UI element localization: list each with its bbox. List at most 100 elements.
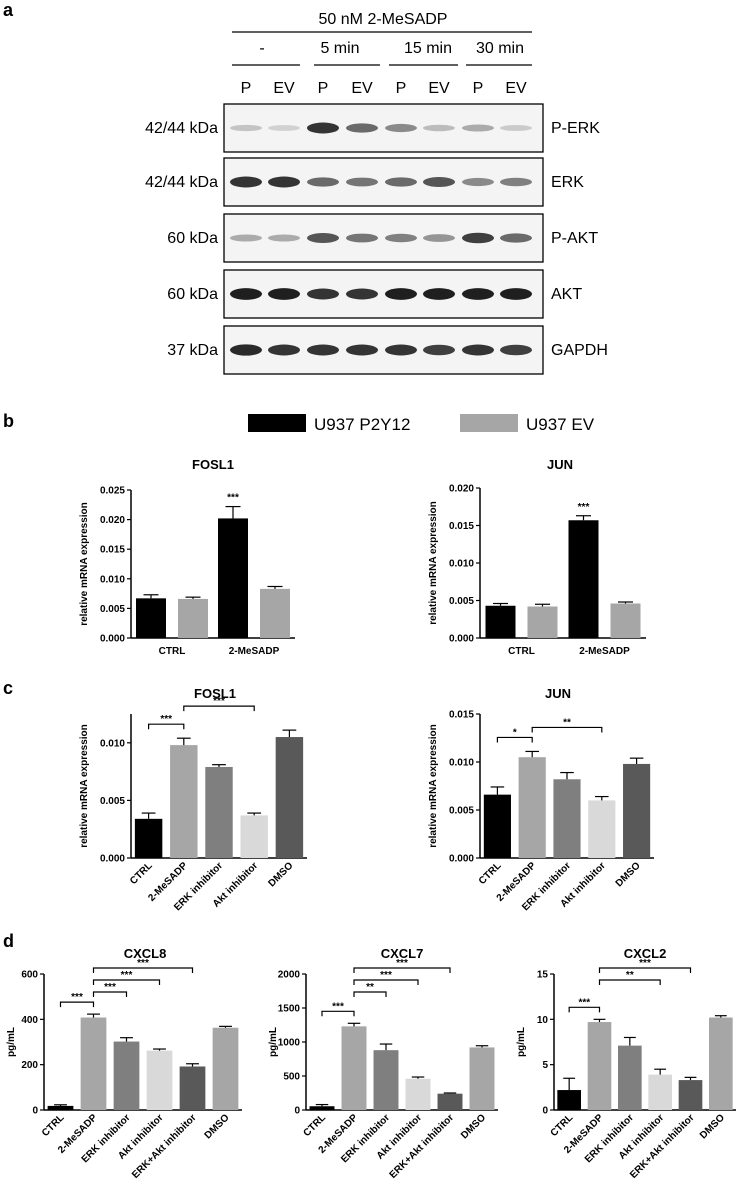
- significance-label: ***: [137, 958, 149, 969]
- y-tick-label: 200: [21, 1060, 38, 1071]
- y-tick-label: 0.020: [100, 515, 125, 526]
- x-tick-label: 2-MeSADP: [579, 646, 630, 657]
- legend-swatch-ev: [460, 414, 518, 432]
- panel-letter-c: c: [3, 678, 13, 698]
- blot-band: [423, 234, 455, 242]
- bar: [709, 1017, 733, 1110]
- significance-bracket: [353, 991, 387, 997]
- x-tick-label: DMSO: [614, 860, 643, 889]
- x-tick-label: CTRL: [40, 1112, 67, 1139]
- bar-charts: FOSL1 0.000 0.005 0.010 0.015 0.020 0.025 relat…: [6, 457, 736, 1181]
- chart-b-fosl1: FOSL1 0.000 0.005 0.010 0.015 0.020 0.025 relat…: [79, 457, 295, 657]
- blot-band: [346, 344, 378, 356]
- blot-band: [230, 344, 262, 356]
- legend-label-ev: U937 EV: [526, 415, 595, 434]
- chart-title: CXCL7: [381, 946, 424, 961]
- blot-protein-label: AKT: [551, 286, 582, 303]
- x-tick-label: DMSO: [459, 1112, 488, 1141]
- blot-band: [268, 176, 300, 188]
- y-tick-label: 0: [294, 1106, 300, 1117]
- blot-band: [230, 234, 262, 242]
- significance-bracket: [353, 967, 451, 973]
- chart-c-fosl1: FOSL1 0.000 0.005 0.010 relative mRNA expres…: [79, 686, 307, 913]
- y-tick-label: 0.000: [100, 854, 125, 865]
- blot-band: [230, 124, 262, 132]
- blot-band: [462, 232, 494, 244]
- chart-d-cxcl7: CXCL70500100015002000pg/mLCTRL2-MeSADPER…: [268, 946, 498, 1181]
- chart-title: JUN: [545, 686, 571, 701]
- y-axis-label: pg/mL: [6, 1027, 17, 1057]
- y-axis-label: relative mRNA expression: [428, 501, 439, 625]
- bar: [485, 605, 516, 638]
- significance-label: *: [513, 727, 517, 738]
- blot-timepoint-label: 30 min: [476, 40, 524, 57]
- significance-bracket: [183, 705, 255, 712]
- significance-bracket: [598, 979, 661, 985]
- legend-swatch-p2y12: [248, 414, 306, 432]
- blot-lane-label: EV: [505, 80, 527, 97]
- y-tick-label: 0.000: [449, 634, 474, 645]
- significance-bracket: [92, 991, 128, 997]
- significance-label: **: [366, 982, 374, 993]
- blot-lane-label: EV: [351, 80, 373, 97]
- y-tick-label: 0.010: [449, 559, 474, 570]
- bar: [483, 794, 511, 858]
- blot-lane-label: P: [396, 80, 407, 97]
- bar: [275, 737, 304, 858]
- bar: [678, 1080, 703, 1110]
- blot-protein-label: P-AKT: [551, 230, 598, 247]
- significance-bracket: [148, 723, 185, 730]
- y-tick-label: 0.010: [100, 738, 125, 749]
- y-axis-label: relative mRNA expression: [79, 724, 90, 848]
- bar: [405, 1078, 431, 1110]
- bar: [648, 1074, 672, 1110]
- blot-band: [423, 344, 455, 356]
- y-axis-label: relative mRNA expression: [79, 502, 90, 626]
- blot-band: [346, 177, 378, 187]
- y-tick-label: 5: [542, 1060, 548, 1071]
- y-axis-label: relative mRNA expression: [428, 724, 439, 848]
- significance-bracket: [353, 979, 419, 985]
- bar: [136, 598, 166, 638]
- bar: [610, 603, 641, 638]
- x-tick-label: CTRL: [159, 646, 186, 657]
- blot-band: [346, 123, 378, 133]
- chart-title: CXCL8: [124, 946, 167, 961]
- blot-band: [307, 177, 339, 187]
- bar: [518, 757, 546, 858]
- x-tick-label: DMSO: [203, 1112, 232, 1141]
- y-tick-label: 15: [537, 970, 549, 981]
- y-tick-label: 0.005: [100, 796, 125, 807]
- blot-band: [268, 288, 300, 300]
- blot-band: [230, 288, 262, 300]
- blot-band: [385, 123, 417, 133]
- legend-label-p2y12: U937 P2Y12: [314, 415, 410, 434]
- x-tick-label: 2-MeSADP: [229, 646, 280, 657]
- bar: [568, 520, 599, 638]
- bar: [469, 1047, 495, 1110]
- bar: [260, 588, 290, 638]
- x-tick-label: CTRL: [477, 860, 504, 887]
- blot-band: [230, 176, 262, 188]
- blot-size-label: 60 kDa: [167, 230, 218, 247]
- significance-label: ***: [121, 970, 133, 981]
- significance-bracket: [598, 967, 692, 973]
- blot-band: [268, 344, 300, 356]
- y-tick-label: 0.020: [449, 484, 474, 495]
- significance-label: ***: [71, 992, 83, 1003]
- blot-band: [385, 177, 417, 187]
- blot-lane-label: P: [241, 80, 252, 97]
- blot-band: [385, 288, 417, 300]
- y-tick-label: 0.000: [100, 634, 125, 645]
- blot-band: [346, 288, 378, 300]
- y-tick-label: 1500: [278, 1004, 301, 1015]
- bar: [218, 518, 248, 638]
- chart-title: CXCL2: [624, 946, 667, 961]
- y-tick-label: 0.015: [100, 545, 125, 556]
- significance-label: **: [563, 717, 571, 728]
- blot-band: [500, 177, 532, 187]
- bar: [170, 745, 198, 858]
- blot-size-label: 42/44 kDa: [145, 120, 218, 137]
